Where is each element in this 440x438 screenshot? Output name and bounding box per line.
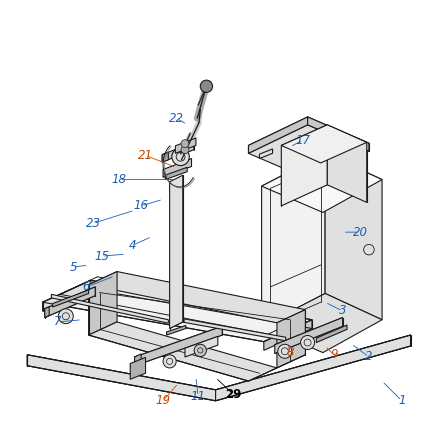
Polygon shape <box>327 125 367 202</box>
Polygon shape <box>277 310 305 368</box>
Polygon shape <box>45 287 95 318</box>
Polygon shape <box>249 117 308 153</box>
Text: 2: 2 <box>365 350 373 364</box>
Circle shape <box>278 344 292 358</box>
Polygon shape <box>43 280 91 311</box>
Text: 29: 29 <box>225 388 241 401</box>
Polygon shape <box>163 159 191 177</box>
Text: 11: 11 <box>191 390 205 403</box>
Circle shape <box>59 309 73 324</box>
Polygon shape <box>135 326 222 366</box>
Text: 5: 5 <box>70 261 77 274</box>
Polygon shape <box>88 322 277 381</box>
Circle shape <box>172 148 189 166</box>
Polygon shape <box>43 280 312 342</box>
Text: 1: 1 <box>398 394 406 407</box>
Polygon shape <box>51 294 169 323</box>
Text: 3: 3 <box>339 304 346 318</box>
Polygon shape <box>53 290 88 307</box>
Polygon shape <box>316 325 347 343</box>
Text: 17: 17 <box>296 134 311 147</box>
Polygon shape <box>135 354 141 366</box>
Text: 9: 9 <box>330 348 337 361</box>
Polygon shape <box>281 125 327 206</box>
Polygon shape <box>167 325 186 335</box>
Polygon shape <box>88 272 305 323</box>
Polygon shape <box>262 153 382 212</box>
Polygon shape <box>162 152 169 162</box>
Polygon shape <box>88 272 117 335</box>
Text: 6: 6 <box>83 280 90 293</box>
Text: 23: 23 <box>85 217 100 230</box>
Polygon shape <box>170 175 183 328</box>
Polygon shape <box>325 153 382 320</box>
Polygon shape <box>162 142 194 162</box>
Polygon shape <box>130 357 146 379</box>
Text: 8: 8 <box>286 346 294 359</box>
Circle shape <box>181 140 189 148</box>
Circle shape <box>194 344 206 357</box>
Polygon shape <box>27 335 411 401</box>
Circle shape <box>200 80 213 92</box>
Polygon shape <box>264 320 312 350</box>
Polygon shape <box>184 319 286 341</box>
Circle shape <box>301 336 315 350</box>
Text: 18: 18 <box>112 173 127 186</box>
Text: 15: 15 <box>94 250 109 263</box>
Polygon shape <box>185 336 218 357</box>
Polygon shape <box>281 125 367 163</box>
Polygon shape <box>260 149 272 159</box>
Polygon shape <box>262 153 325 326</box>
Text: 16: 16 <box>134 199 149 212</box>
Polygon shape <box>45 307 49 318</box>
Polygon shape <box>165 167 187 180</box>
Polygon shape <box>216 335 411 401</box>
Text: 4: 4 <box>128 239 136 252</box>
Polygon shape <box>275 318 343 353</box>
Text: 22: 22 <box>169 112 184 125</box>
Polygon shape <box>249 125 369 180</box>
Text: 20: 20 <box>353 226 368 239</box>
Polygon shape <box>175 138 196 153</box>
Polygon shape <box>27 355 216 401</box>
Circle shape <box>163 355 176 368</box>
Circle shape <box>181 146 189 154</box>
Text: 21: 21 <box>138 149 153 162</box>
Polygon shape <box>262 293 382 353</box>
Polygon shape <box>308 117 369 151</box>
Text: 7: 7 <box>54 315 62 328</box>
Text: 19: 19 <box>156 394 171 407</box>
